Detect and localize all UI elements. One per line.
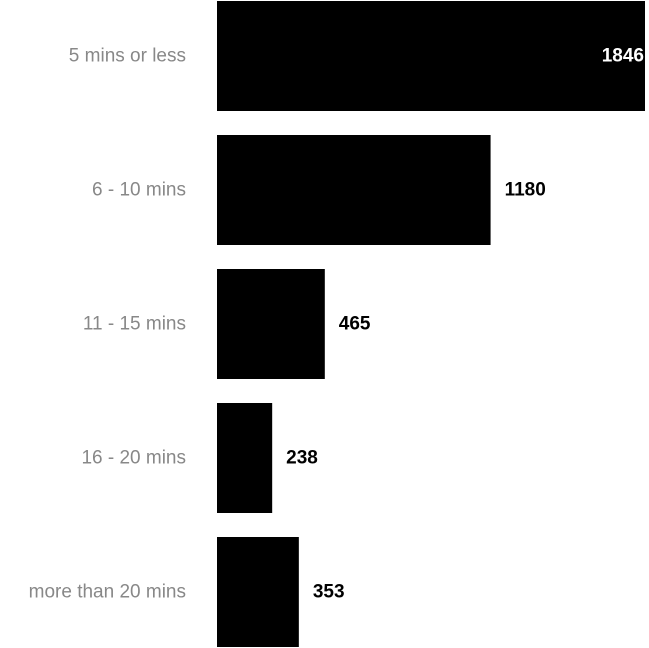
value-labels-group: 1846 1180 465 238 353 [286,44,645,603]
bar [217,269,325,379]
category-label: more than 20 mins [29,582,186,603]
category-labels-group: 5 mins or less 6 - 10 mins 11 - 15 mins 16 … [29,46,186,603]
category-label: 11 - 15 mins [83,314,186,335]
value-label: 1846 [602,46,644,67]
bar [217,135,491,245]
value-label: 353 [313,582,345,603]
value-label: 238 [286,448,318,469]
value-label: 465 [339,314,371,335]
bar [217,537,299,647]
category-label: 16 - 20 mins [81,448,186,469]
category-label: 5 mins or less [69,46,186,67]
bar [217,403,273,513]
value-label: 1180 [505,180,546,201]
bars-group [217,1,645,647]
bar [217,1,645,111]
category-label: 6 - 10 mins [92,180,186,201]
